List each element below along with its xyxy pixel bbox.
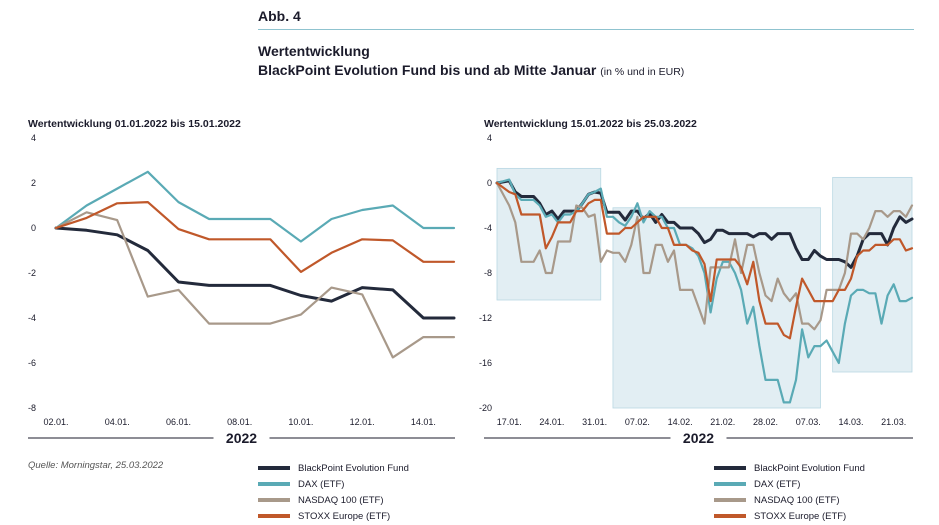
- legend-swatch: [258, 514, 290, 518]
- series-line-blackpoint-evolution-fund: [54, 226, 456, 320]
- legend-label: NASDAQ 100 (ETF): [754, 494, 840, 506]
- chart-title: Wertentwicklung: [258, 43, 370, 59]
- y-tick-label: 2: [31, 178, 36, 188]
- x-tick-label: 14.02.: [668, 417, 693, 427]
- x-tick-label: 02.01.: [43, 417, 68, 427]
- x-tick-label: 08.01.: [227, 417, 252, 427]
- y-tick-label: 0: [487, 178, 492, 188]
- x-tick-label: 14.03.: [838, 417, 863, 427]
- x-tick-label: 07.02.: [625, 417, 650, 427]
- x-tick-label: 04.01.: [105, 417, 130, 427]
- x-tick-label: 12.01.: [350, 417, 375, 427]
- y-tick-label: -16: [479, 358, 492, 368]
- legend-item: BlackPoint Evolution Fund: [714, 460, 865, 476]
- legend-left: BlackPoint Evolution Fund DAX (ETF) NASD…: [258, 460, 409, 524]
- highlight-region: [832, 176, 913, 373]
- legend-swatch: [714, 514, 746, 518]
- x-tick-label: 21.02.: [710, 417, 735, 427]
- y-tick-label: 0: [31, 223, 36, 233]
- legend-item: DAX (ETF): [714, 476, 865, 492]
- legend-label: DAX (ETF): [298, 478, 345, 490]
- highlight-region: [612, 207, 821, 409]
- panel-title: Wertentwicklung 15.01.2022 bis 25.03.202…: [484, 118, 697, 130]
- x-tick-label: 06.01.: [166, 417, 191, 427]
- header-divider: [258, 29, 914, 30]
- chart-panel-1: Wertentwicklung 01.01.2022 bis 15.01.202…: [28, 118, 456, 446]
- y-tick-label: 4: [31, 133, 36, 143]
- x-tick-label: 24.01.: [539, 417, 564, 427]
- legend-label: STOXX Europe (ETF): [298, 510, 391, 522]
- x-axis-label: 2022: [683, 430, 714, 446]
- y-tick-label: -12: [479, 313, 492, 323]
- legend-item: BlackPoint Evolution Fund: [258, 460, 409, 476]
- x-tick-label: 07.03.: [796, 417, 821, 427]
- legend-item: STOXX Europe (ETF): [258, 508, 409, 524]
- y-tick-label: 4: [487, 133, 492, 143]
- x-tick-label: 21.03.: [881, 417, 906, 427]
- series-line-stoxx-europe-etf: [495, 181, 914, 340]
- y-tick-label: -8: [28, 403, 36, 413]
- legend-item: NASDAQ 100 (ETF): [714, 492, 865, 508]
- legend-swatch: [258, 498, 290, 502]
- legend-swatch: [714, 466, 746, 470]
- legend-swatch: [714, 482, 746, 486]
- y-tick-label: -8: [484, 268, 492, 278]
- legend-right: BlackPoint Evolution Fund DAX (ETF) NASD…: [714, 460, 865, 524]
- chart-panel-2: Wertentwicklung 15.01.2022 bis 25.03.202…: [479, 118, 914, 446]
- legend-swatch: [258, 482, 290, 486]
- legend-label: DAX (ETF): [754, 478, 801, 490]
- legend-item: NASDAQ 100 (ETF): [258, 492, 409, 508]
- y-tick-label: -2: [28, 268, 36, 278]
- x-axis-label: 2022: [226, 430, 257, 446]
- unit-note: (in % und in EUR): [600, 66, 685, 78]
- legend-item: DAX (ETF): [258, 476, 409, 492]
- series-line-dax-etf: [54, 170, 456, 243]
- legend-label: NASDAQ 100 (ETF): [298, 494, 384, 506]
- x-tick-label: 28.02.: [753, 417, 778, 427]
- chart-subtitle-text: BlackPoint Evolution Fund bis und ab Mit…: [258, 62, 597, 78]
- y-tick-label: -4: [484, 223, 492, 233]
- legend-label: BlackPoint Evolution Fund: [754, 462, 865, 474]
- x-tick-label: 14.01.: [411, 417, 436, 427]
- legend-swatch: [714, 498, 746, 502]
- legend-swatch: [258, 466, 290, 470]
- legend-item: STOXX Europe (ETF): [714, 508, 865, 524]
- x-tick-label: 17.01.: [497, 417, 522, 427]
- figure-label: Abb. 4: [258, 8, 301, 24]
- legend-label: BlackPoint Evolution Fund: [298, 462, 409, 474]
- legend-label: STOXX Europe (ETF): [754, 510, 847, 522]
- x-tick-label: 10.01.: [288, 417, 313, 427]
- series-line-nasdaq-100-etf: [54, 211, 456, 359]
- y-tick-label: -6: [28, 358, 36, 368]
- y-tick-label: -4: [28, 313, 36, 323]
- panel-title: Wertentwicklung 01.01.2022 bis 15.01.202…: [28, 118, 241, 130]
- x-tick-label: 31.01.: [582, 417, 607, 427]
- series-line-nasdaq-100-etf: [495, 181, 914, 331]
- chart-subtitle: BlackPoint Evolution Fund bis und ab Mit…: [258, 62, 684, 78]
- series-line-stoxx-europe-etf: [54, 201, 456, 273]
- source-note: Quelle: Morningstar, 25.03.2022: [28, 460, 164, 471]
- y-tick-label: -20: [479, 403, 492, 413]
